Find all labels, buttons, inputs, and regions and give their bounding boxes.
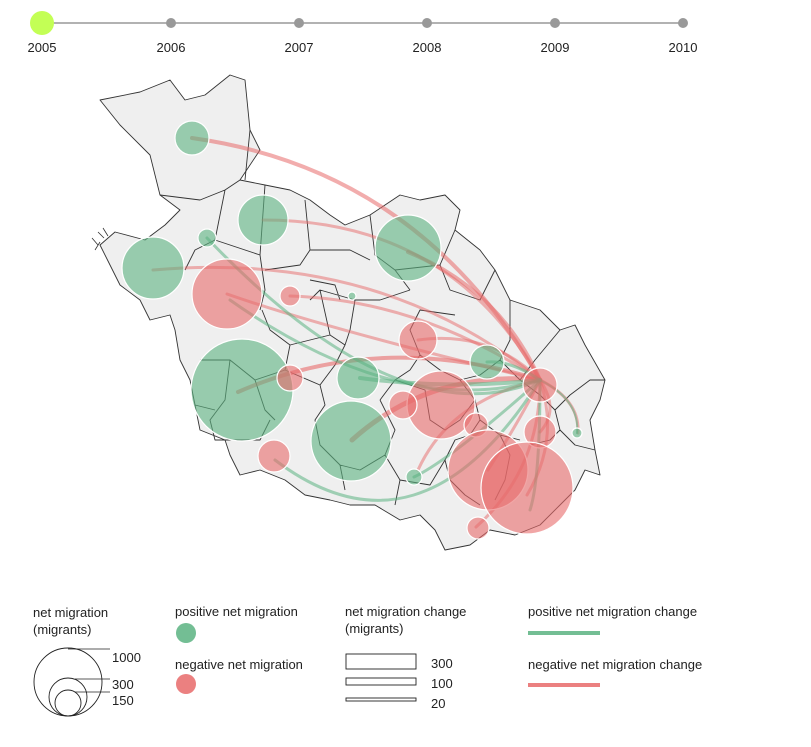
coast-detail <box>91 227 109 251</box>
legend-change-100: 100 <box>431 676 453 691</box>
legend-positive-circle <box>176 623 196 643</box>
legend-negative-change-line <box>528 683 600 687</box>
legend-size-title: net migration (migrants) <box>33 604 108 638</box>
legend-negative-label: negative net migration <box>175 657 303 672</box>
circle-negative <box>466 516 490 540</box>
circle-positive <box>374 214 442 282</box>
circle-positive <box>197 228 217 248</box>
legend-change-300: 300 <box>431 656 453 671</box>
legend-change-bars <box>345 653 417 702</box>
legend-positive-change-line <box>528 631 600 635</box>
legend-size-title-line2: (migrants) <box>33 622 92 637</box>
migration-circles <box>121 120 583 540</box>
circle-positive <box>174 120 210 156</box>
timeline-track <box>30 11 688 35</box>
legend-change-title-line1: net migration change <box>345 604 467 619</box>
legend-negative-change-label: negative net migration change <box>528 657 703 672</box>
circle-positive <box>336 356 380 400</box>
circle-positive <box>310 400 392 482</box>
legend-change-20: 20 <box>431 696 446 711</box>
migration-map <box>91 74 606 551</box>
circle-positive <box>190 338 294 442</box>
circle-negative <box>388 390 418 420</box>
timeline-year-2006[interactable]: 2006 <box>156 40 186 55</box>
timeline-year-2008[interactable]: 2008 <box>412 40 442 55</box>
legend-negative-circle <box>176 674 196 694</box>
circle-negative <box>279 285 301 307</box>
circle-negative <box>276 364 304 392</box>
legend-change-title: net migration change (migrants) <box>345 603 466 637</box>
year-timeline[interactable]: 2005 2006 2007 2008 2009 2010 <box>0 0 811 70</box>
legend-change-title-line2: (migrants) <box>345 621 404 636</box>
timeline-tick-2006[interactable] <box>166 18 176 28</box>
circle-positive <box>237 194 289 246</box>
circle-positive <box>405 468 423 486</box>
timeline-handle-selected[interactable] <box>30 11 54 35</box>
legend-positive-change-label: positive net migration change <box>528 604 698 619</box>
legend-size-300: 300 <box>112 677 134 692</box>
circle-positive <box>571 427 583 439</box>
circle-negative <box>522 367 558 403</box>
circle-negative <box>398 320 438 360</box>
circle-negative <box>257 439 291 473</box>
flow-negative <box>288 294 542 382</box>
legend-positive-label: positive net migration <box>175 604 298 619</box>
legend-size-150: 150 <box>112 693 134 708</box>
legend-size-circles <box>33 647 110 717</box>
circle-negative <box>191 258 263 330</box>
flow-positive <box>273 378 542 502</box>
timeline-year-2009[interactable]: 2009 <box>540 40 570 55</box>
legend-size-title-line1: net migration <box>33 605 109 620</box>
legend-size-1000: 1000 <box>112 650 141 665</box>
timeline-year-2010[interactable]: 2010 <box>668 40 698 55</box>
timeline-year-2005[interactable]: 2005 <box>27 40 57 55</box>
circle-negative <box>480 441 574 535</box>
timeline-tick-2010[interactable] <box>678 18 688 28</box>
circle-positive <box>469 344 505 380</box>
timeline-tick-2007[interactable] <box>294 18 304 28</box>
timeline-year-2007[interactable]: 2007 <box>284 40 314 55</box>
timeline-tick-2009[interactable] <box>550 18 560 28</box>
circle-positive <box>347 291 357 301</box>
timeline-tick-2008[interactable] <box>422 18 432 28</box>
circle-positive <box>121 236 185 300</box>
